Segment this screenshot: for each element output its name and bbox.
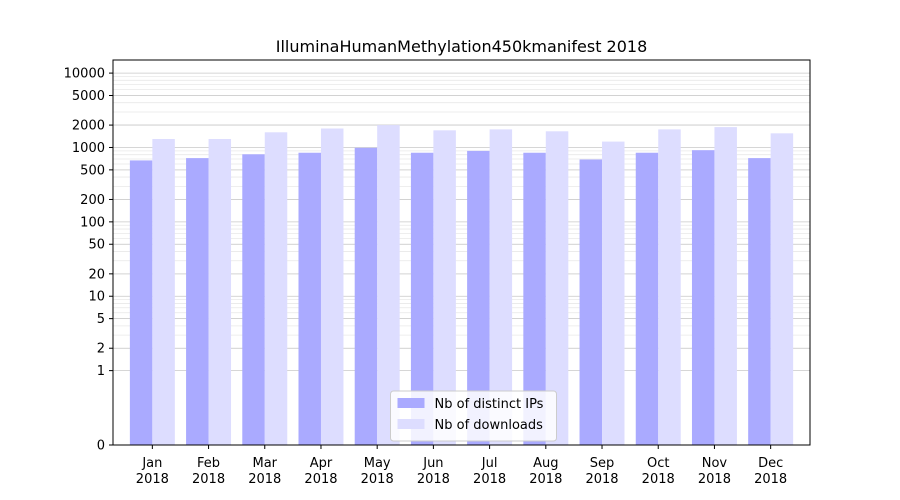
y-tick-label: 2	[97, 342, 105, 357]
bar-distinct-ips	[691, 150, 715, 445]
bar-downloads	[320, 128, 344, 446]
bar-distinct-ips	[467, 150, 490, 446]
bar-distinct-ips	[410, 152, 434, 446]
bar-distinct-ips	[354, 147, 378, 445]
bar-downloads	[545, 131, 569, 446]
legend: Nb of distinct IPs Nb of downloads	[390, 390, 557, 442]
plot-frame	[112, 59, 811, 446]
bar-distinct-ips	[129, 160, 153, 445]
y-tick-label: 500	[80, 163, 105, 178]
chart-title: IlluminaHumanMethylation450kmanifest 201…	[276, 37, 648, 56]
bar-downloads	[770, 133, 794, 446]
x-tick-label: May 2018	[361, 456, 394, 487]
bar-distinct-ips	[579, 159, 603, 446]
legend-label: Nb of downloads	[435, 418, 544, 433]
y-tick-label: 5	[97, 312, 105, 327]
x-tick-label: Sep 2018	[585, 456, 618, 487]
bar-downloads	[489, 129, 513, 445]
x-tick-label: Dec 2018	[754, 456, 787, 487]
legend-swatch	[397, 398, 425, 408]
y-tick-label: 2000	[72, 119, 105, 134]
x-tick-label: Jul 2018	[473, 456, 506, 487]
bar-distinct-ips	[242, 154, 265, 445]
x-tick-label: Aug 2018	[529, 456, 562, 487]
y-tick-label: 0	[97, 439, 105, 454]
y-tick-label: 1	[97, 364, 105, 379]
bar-downloads	[208, 139, 232, 445]
bar-downloads	[433, 130, 456, 446]
y-tick-label: 10	[88, 290, 105, 305]
bar-downloads	[377, 125, 400, 445]
legend-box	[390, 390, 557, 442]
y-tick-label: 20	[88, 267, 105, 282]
y-tick-label: 5000	[72, 89, 105, 104]
y-axis: 0 1 2 5 10 20 50 100 200 500 1000 2000 5000 10000	[64, 67, 113, 454]
legend-swatch	[397, 419, 425, 429]
y-tick-label: 1000	[72, 141, 105, 156]
y-tick-label: 50	[88, 238, 105, 253]
bar-distinct-ips	[523, 152, 546, 446]
x-tick-label: Feb 2018	[192, 456, 225, 487]
bar-distinct-ips	[635, 152, 659, 446]
y-tick-label: 100	[80, 215, 105, 230]
bar-downloads	[658, 129, 681, 445]
y-tick-label: 200	[80, 193, 105, 208]
x-tick-label: Jan 2018	[136, 456, 169, 487]
x-tick-label: Oct 2018	[642, 456, 675, 487]
bar-downloads	[264, 132, 288, 445]
bar-distinct-ips	[298, 152, 321, 446]
y-tick-label: 10000	[64, 67, 105, 82]
legend-label: Nb of distinct IPs	[435, 397, 544, 412]
bar-downloads	[152, 139, 175, 445]
bar-downloads	[714, 127, 737, 445]
bar-distinct-ips	[186, 158, 209, 445]
x-tick-label: Apr 2018	[304, 456, 337, 487]
x-tick-label: Nov 2018	[698, 456, 731, 487]
bar-distinct-ips	[748, 158, 771, 445]
x-tick-label: Jun 2018	[417, 456, 450, 487]
bars-layer	[129, 125, 794, 446]
bar-downloads	[602, 141, 625, 445]
x-axis: Jan 2018 Feb 2018 Mar 2018 Apr 2018 May 2018 Jun 20…	[136, 445, 787, 487]
x-tick-label: Mar 2018	[248, 456, 281, 487]
